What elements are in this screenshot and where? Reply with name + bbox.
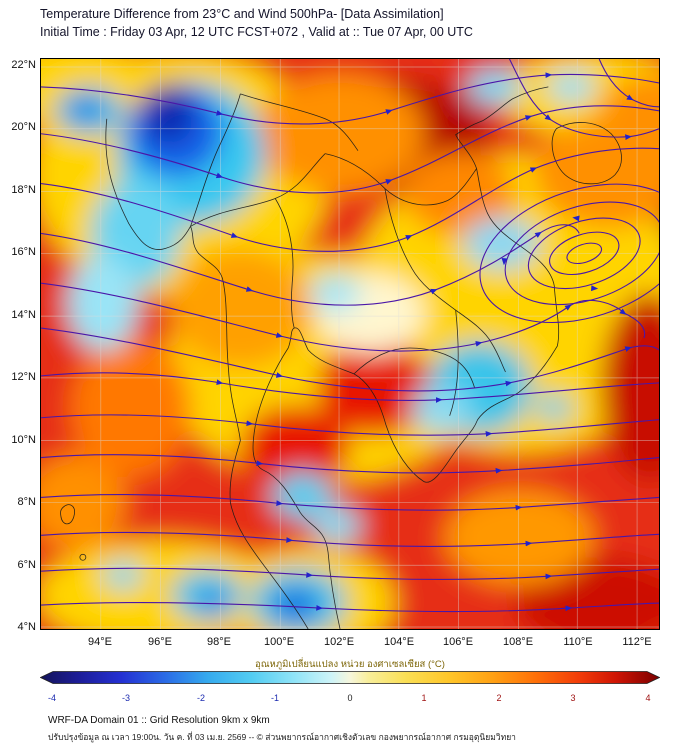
lat-tick-label: 8°N [17, 496, 36, 508]
lat-tick-label: 6°N [17, 559, 36, 571]
cyclone-streamlines [479, 183, 659, 324]
colorbar-tick-label: 4 [645, 693, 651, 703]
map-canvas [41, 59, 659, 629]
colorbar-tick-label: 2 [496, 693, 502, 703]
lon-tick-label: 102°E [323, 636, 355, 648]
wind-arrow-icon [501, 215, 599, 292]
lon-tick-label: 112°E [622, 636, 652, 648]
colorbar-tick-label: -4 [47, 693, 56, 703]
lat-tick-label: 4°N [17, 621, 36, 633]
colorbar-tick-label: 0 [347, 693, 353, 703]
lon-tick-label: 106°E [442, 636, 474, 648]
lon-tick-label: 104°E [383, 636, 415, 648]
colorbar-tick-label: -1 [270, 693, 279, 703]
wind-streamlines [41, 59, 659, 612]
lon-tick-label: 96°E [148, 636, 172, 648]
lat-tick-label: 14°N [11, 309, 36, 321]
lon-tick-label: 108°E [502, 636, 534, 648]
colorbar-tick-label: 1 [421, 693, 427, 703]
lat-tick-label: 18°N [11, 184, 36, 196]
lat-tick-label: 10°N [11, 434, 36, 446]
lat-tick-label: 22°N [11, 59, 36, 71]
colorbar-tick-label: 3 [570, 693, 576, 703]
page-subtitle: Initial Time : Friday 03 Apr, 12 UTC FCS… [40, 25, 473, 39]
lon-tick-label: 100°E [263, 636, 295, 648]
lat-tick-label: 20°N [11, 121, 36, 133]
lon-tick-label: 98°E [207, 636, 231, 648]
colorbar [40, 671, 660, 684]
colorbar-tick-label: -3 [121, 693, 130, 703]
lat-tick-label: 16°N [11, 246, 36, 258]
temperature-field [41, 59, 659, 629]
credit-text: ปรับปรุงข้อมูล ณ เวลา 19:00น. วัน ค. ที่… [48, 732, 516, 742]
lon-tick-label: 110°E [563, 636, 593, 648]
colorbar-tick-label: -2 [196, 693, 205, 703]
map-plot [40, 58, 660, 630]
lat-tick-label: 12°N [11, 371, 36, 383]
page-title: Temperature Difference from 23°C and Win… [40, 7, 444, 21]
domain-info-text: WRF-DA Domain 01 :: Grid Resolution 9km … [48, 715, 270, 726]
lon-tick-label: 94°E [88, 636, 112, 648]
colorbar-label: อุณหภูมิเปลี่ยนแปลง หน่วย องศาเซลเซียส (… [255, 659, 445, 670]
